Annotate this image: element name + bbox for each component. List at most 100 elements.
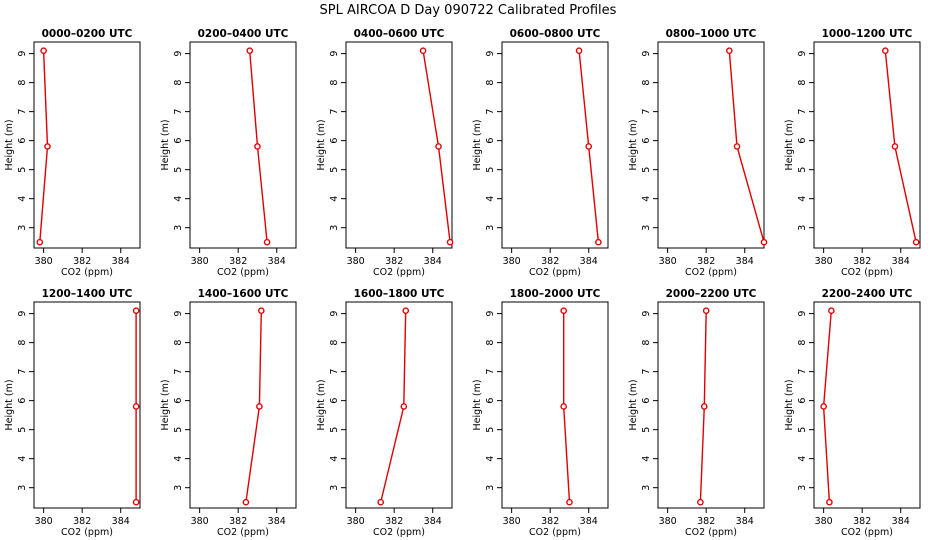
y-axis-label: Height (m)	[784, 119, 795, 170]
plot-frame	[813, 301, 921, 509]
y-tick-label: 5	[173, 427, 184, 433]
y-axis-label: Height (m)	[4, 379, 15, 430]
data-point	[733, 143, 741, 150]
y-tick-label: 3	[17, 485, 28, 491]
y-tick-label: 3	[797, 485, 808, 491]
y-tick-label: 8	[641, 80, 652, 86]
data-point	[132, 307, 140, 315]
x-tick-label: 384	[268, 516, 286, 527]
x-tick-label: 384	[892, 256, 910, 267]
series-line	[884, 50, 917, 243]
plot-frame	[657, 41, 765, 249]
data-point	[826, 498, 833, 506]
x-tick-label: 382	[385, 256, 403, 267]
x-tick-label: 380	[503, 516, 521, 527]
y-tick-label: 4	[797, 196, 808, 202]
x-tick-label: 382	[853, 256, 871, 267]
x-axis-label: CO2 (ppm)	[529, 267, 581, 278]
panel-title: 0600–0800 UTC	[510, 28, 601, 40]
panel-title: 1600–1800 UTC	[354, 288, 445, 300]
data-point	[132, 498, 140, 506]
x-tick-label: 380	[659, 516, 677, 527]
x-tick-label: 380	[815, 256, 833, 267]
data-point	[419, 47, 427, 55]
y-tick-label: 7	[329, 369, 340, 375]
y-tick-label: 3	[173, 485, 184, 491]
data-point	[263, 238, 271, 246]
y-tick-label: 9	[641, 51, 652, 57]
y-tick-label: 6	[173, 398, 184, 404]
data-point	[820, 403, 827, 410]
panel-title: 2000–2200 UTC	[666, 288, 757, 300]
panel-1: 0000–0200 UTC 380 382 384 3 4 5 6 7 8 9 CO2 (ppm) He…	[4, 28, 141, 278]
x-tick-label: 384	[580, 256, 598, 267]
y-tick-label: 9	[17, 51, 28, 57]
plot-frame	[501, 41, 609, 249]
data-point	[560, 403, 567, 410]
y-tick-label: 7	[173, 109, 184, 115]
x-tick-label: 384	[424, 516, 442, 527]
data-point	[258, 307, 265, 315]
x-axis-label: CO2 (ppm)	[529, 527, 581, 538]
y-tick-label: 7	[17, 109, 28, 115]
figure-title: SPL AIRCOA D Day 090722 Calibrated Profi…	[320, 3, 617, 18]
y-tick-label: 5	[485, 427, 496, 433]
y-tick-label: 4	[173, 456, 184, 462]
x-tick-label: 382	[697, 256, 715, 267]
y-tick-label: 6	[485, 398, 496, 404]
y-tick-label: 6	[485, 138, 496, 144]
plot-frame	[813, 41, 921, 249]
plot-frame	[657, 301, 765, 509]
panel-3: 0400–0600 UTC 380 382 384 3 4 5 6 7 8 9 CO2 (ppm) He…	[316, 28, 454, 278]
y-tick-label: 8	[329, 340, 340, 346]
data-point	[560, 307, 567, 315]
panel-title: 0200–0400 UTC	[198, 28, 289, 40]
y-axis-label: Height (m)	[316, 119, 327, 170]
y-tick-label: 6	[17, 398, 28, 404]
y-tick-label: 9	[485, 311, 496, 317]
panel-4: 0600–0800 UTC 380 382 384 3 4 5 6 7 8 9 CO2 (ppm) He…	[472, 28, 609, 278]
x-tick-label: 384	[424, 256, 442, 267]
data-point	[595, 238, 602, 246]
panel-title: 1400–1600 UTC	[198, 288, 289, 300]
y-tick-label: 7	[797, 369, 808, 375]
y-tick-label: 8	[485, 80, 496, 86]
y-tick-label: 7	[485, 369, 496, 375]
panel-8: 1400–1600 UTC 380 382 384 3 4 5 6 7 8 9 CO2 (ppm) He…	[160, 288, 297, 538]
x-tick-label: 382	[541, 516, 559, 527]
plot-frame	[501, 301, 609, 509]
y-tick-label: 4	[485, 456, 496, 462]
y-tick-label: 3	[173, 225, 184, 231]
y-axis-label: Height (m)	[784, 379, 795, 430]
y-tick-label: 6	[797, 398, 808, 404]
y-tick-label: 9	[797, 51, 808, 57]
y-tick-label: 3	[641, 225, 652, 231]
y-tick-label: 3	[797, 225, 808, 231]
x-tick-label: 382	[229, 256, 247, 267]
data-point	[891, 143, 899, 150]
panel-9: 1600–1800 UTC 380 382 384 3 4 5 6 7 8 9 CO2 (ppm) He…	[316, 288, 453, 538]
data-point	[882, 47, 889, 55]
x-tick-label: 384	[268, 256, 286, 267]
y-axis-label: Height (m)	[472, 379, 483, 430]
x-axis-label: CO2 (ppm)	[61, 527, 113, 538]
y-tick-label: 9	[329, 311, 340, 317]
y-axis-label: Height (m)	[316, 379, 327, 430]
data-point	[377, 498, 384, 506]
panel-5: 0800–1000 UTC 380 382 384 3 4 5 6 7 8 9 CO2 (ppm) He…	[628, 28, 768, 278]
panel-7: 1200–1400 UTC 380 382 384 3 4 5 6 7 8 9 CO2 (ppm) He…	[4, 288, 141, 538]
y-tick-label: 8	[641, 340, 652, 346]
x-axis-label: CO2 (ppm)	[685, 267, 737, 278]
x-axis-label: CO2 (ppm)	[373, 267, 425, 278]
panel-12: 2200–2400 UTC 380 382 384 3 4 5 6 7 8 9 CO2 (ppm) He…	[784, 288, 921, 538]
x-axis-label: CO2 (ppm)	[217, 267, 269, 278]
data-point	[400, 403, 408, 410]
y-tick-label: 4	[17, 196, 28, 202]
panel-title: 1000–1200 UTC	[822, 28, 913, 40]
y-tick-label: 8	[173, 340, 184, 346]
y-tick-label: 6	[329, 398, 340, 404]
x-tick-label: 380	[35, 256, 53, 267]
plot-frame	[345, 301, 453, 509]
plot-frame	[189, 301, 297, 509]
panel-title: 1200–1400 UTC	[42, 288, 133, 300]
